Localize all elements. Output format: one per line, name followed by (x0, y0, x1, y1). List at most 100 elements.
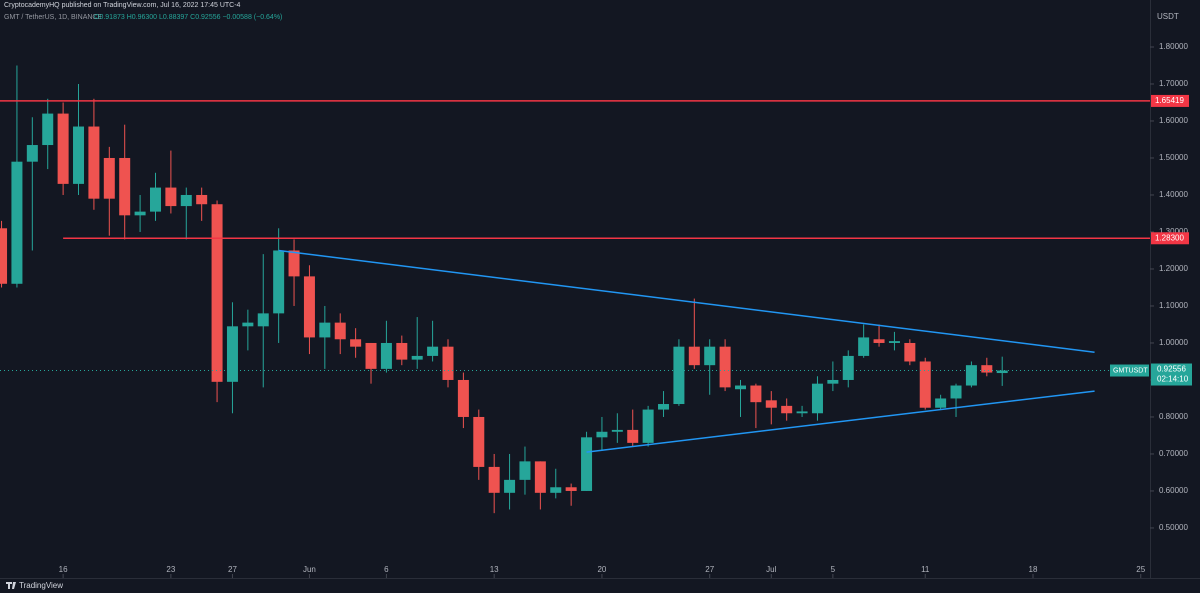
symbol-info: GMT / TetherUS, 1D, BINANCE (4, 14, 102, 21)
candle-body (519, 461, 531, 480)
candle-body (858, 337, 870, 356)
candle-body (565, 487, 577, 491)
candle-body (442, 346, 454, 380)
candle-body (365, 342, 377, 369)
candle-body (719, 346, 731, 388)
candle-body (257, 313, 269, 327)
x-tick-label: 18 (1029, 565, 1038, 574)
y-tick-label: 1.70000 (1159, 79, 1188, 88)
x-tick-label: Jul (766, 565, 776, 574)
candle-body (411, 355, 423, 360)
candle-body (581, 437, 593, 491)
y-tick-label: 0.50000 (1159, 523, 1188, 532)
x-tick-label: 6 (384, 565, 389, 574)
candle-body (981, 365, 993, 373)
x-tick-label: 20 (597, 565, 606, 574)
candle-body (334, 322, 346, 340)
last-price-box (1151, 363, 1192, 386)
candle-body (811, 383, 823, 414)
candle-body (534, 461, 546, 493)
candle-body (473, 416, 485, 467)
candle-body (103, 157, 115, 199)
candle-body (611, 429, 623, 432)
candle-body (827, 379, 839, 384)
candle-body (873, 339, 885, 343)
x-tick-label: 27 (228, 565, 237, 574)
candle-body (673, 346, 685, 405)
x-tick-label: 11 (921, 565, 930, 574)
candle-body (42, 113, 54, 146)
last-price-label: 0.92556 (1157, 365, 1186, 374)
x-tick-label: 25 (1136, 565, 1145, 574)
candle-body (596, 431, 608, 438)
y-tick-label: 1.20000 (1159, 264, 1188, 273)
candle-body (165, 187, 177, 207)
candle-body (350, 339, 362, 347)
candle-body (734, 385, 746, 390)
brand: TradingView (19, 581, 63, 590)
candle-body (457, 379, 469, 417)
y-tick-label: 1.80000 (1159, 42, 1188, 51)
plot-area (0, 65, 1008, 514)
candle-body (57, 113, 69, 184)
candle-body (396, 342, 408, 360)
candle-body (319, 322, 331, 338)
y-tick-label: 0.60000 (1159, 486, 1188, 495)
candle-body (919, 361, 931, 408)
level-label: 1.28300 (1155, 233, 1184, 242)
candle-body (750, 385, 762, 403)
candle-body (0, 228, 8, 284)
candle-body (26, 145, 38, 162)
candle-body (888, 341, 900, 343)
x-tick-label: 23 (166, 565, 175, 574)
candle-body (180, 194, 192, 207)
y-tick-label: 0.80000 (1159, 412, 1188, 421)
candle-body (196, 194, 208, 205)
candle-body (842, 355, 854, 380)
y-tick-label: 1.10000 (1159, 301, 1188, 310)
candle-body (134, 211, 146, 216)
y-tick-label: 1.30000 (1159, 227, 1188, 236)
level-label-box (1151, 232, 1189, 245)
candle-body (119, 157, 131, 216)
candle-body (380, 342, 392, 369)
candle-body (226, 326, 238, 382)
candle-body (935, 398, 947, 408)
y-tick-label: 0.70000 (1159, 449, 1188, 458)
symbol-label: GMTUSDT (1113, 367, 1148, 374)
candle-body (427, 346, 439, 356)
symbol-label-box (1110, 364, 1149, 377)
level-label-box (1151, 94, 1189, 107)
countdown: 02:14:10 (1157, 375, 1189, 384)
candle-body (796, 411, 808, 414)
publisher: CryptocademyHQ published on TradingView.… (4, 2, 241, 9)
candle-body (950, 385, 962, 399)
candle-body (658, 404, 670, 410)
ohlc-values: O0.91873 H0.96300 L0.88397 C0.92556 −0.0… (94, 14, 282, 21)
currency: USDT (1157, 12, 1179, 21)
x-tick-label: 13 (490, 565, 499, 574)
candle-body (765, 400, 777, 408)
x-tick-label: 5 (831, 565, 836, 574)
y-tick-label: 1.00000 (1159, 338, 1188, 347)
trendline (278, 249, 1095, 353)
candle-body (996, 370, 1008, 374)
candle-body (73, 126, 85, 184)
candle-body (627, 429, 639, 443)
candle-body (149, 187, 161, 212)
level-label: 1.65419 (1155, 96, 1184, 105)
candle-body (704, 346, 716, 366)
candle-body (211, 204, 223, 382)
trendline (586, 390, 1095, 453)
x-tick-label: Jun (303, 565, 316, 574)
x-tick-label: 16 (59, 565, 68, 574)
candle-body (303, 276, 315, 338)
candle-body (11, 161, 23, 284)
candle-body (504, 479, 516, 493)
candle-body (88, 126, 100, 199)
candle-body (904, 342, 916, 362)
candle-body (688, 346, 700, 366)
candle-body (642, 409, 654, 443)
